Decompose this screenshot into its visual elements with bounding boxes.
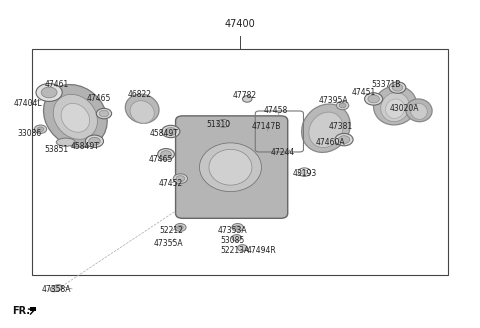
Circle shape [178, 225, 183, 229]
Text: 47147B: 47147B [252, 122, 281, 131]
Text: 47244: 47244 [271, 148, 295, 157]
Ellipse shape [61, 103, 90, 132]
Ellipse shape [301, 104, 350, 153]
Ellipse shape [368, 95, 379, 103]
Ellipse shape [130, 101, 154, 123]
Ellipse shape [85, 135, 104, 147]
Ellipse shape [50, 285, 62, 292]
Ellipse shape [41, 87, 57, 98]
Text: 47452: 47452 [159, 179, 183, 188]
Ellipse shape [338, 136, 350, 144]
Ellipse shape [209, 149, 252, 185]
Ellipse shape [99, 110, 109, 117]
Text: 47353A: 47353A [218, 226, 248, 235]
Text: 47395A: 47395A [318, 96, 348, 105]
Ellipse shape [89, 137, 100, 145]
Circle shape [217, 119, 229, 127]
Text: 47451: 47451 [352, 88, 376, 97]
Text: 46822: 46822 [128, 90, 152, 99]
FancyBboxPatch shape [176, 116, 288, 218]
Ellipse shape [36, 84, 62, 101]
Ellipse shape [373, 86, 417, 125]
Ellipse shape [381, 92, 409, 122]
Bar [30, 307, 36, 311]
Ellipse shape [309, 112, 343, 148]
Text: 47381: 47381 [328, 122, 352, 131]
Text: 47494R: 47494R [247, 246, 276, 255]
Circle shape [301, 170, 308, 174]
Text: 53085: 53085 [221, 236, 245, 245]
Circle shape [242, 96, 252, 102]
Circle shape [232, 223, 243, 231]
Ellipse shape [335, 133, 353, 146]
Text: 47460A: 47460A [316, 138, 346, 147]
Text: 47355A: 47355A [154, 239, 183, 248]
Text: 47465: 47465 [87, 94, 111, 103]
Ellipse shape [176, 176, 185, 182]
Text: 43193: 43193 [292, 169, 316, 178]
Text: 47400: 47400 [225, 19, 255, 29]
Ellipse shape [53, 94, 97, 139]
Text: 47461: 47461 [44, 80, 68, 89]
Text: 47458: 47458 [264, 106, 288, 115]
Bar [33, 49, 447, 275]
Ellipse shape [161, 151, 171, 158]
Text: 45849T: 45849T [149, 129, 178, 138]
Ellipse shape [157, 149, 174, 160]
Circle shape [336, 101, 349, 110]
Circle shape [232, 235, 241, 241]
Ellipse shape [406, 99, 432, 122]
Ellipse shape [385, 99, 405, 118]
Text: 47404L: 47404L [13, 99, 42, 108]
Text: 47358A: 47358A [41, 285, 71, 294]
Text: 52213A: 52213A [221, 246, 250, 255]
Circle shape [235, 225, 240, 229]
Text: 52212: 52212 [159, 226, 183, 235]
Ellipse shape [410, 103, 427, 119]
Text: 53371B: 53371B [371, 80, 400, 89]
Text: 45849T: 45849T [71, 142, 99, 151]
Ellipse shape [162, 125, 180, 138]
Text: 47782: 47782 [233, 91, 257, 100]
Text: 33086: 33086 [18, 129, 42, 138]
Text: 47465: 47465 [149, 154, 173, 164]
Text: 53851: 53851 [44, 145, 68, 154]
Ellipse shape [199, 143, 262, 192]
Ellipse shape [364, 93, 383, 105]
Circle shape [37, 127, 44, 132]
Circle shape [34, 125, 47, 133]
Ellipse shape [125, 94, 159, 123]
Circle shape [220, 121, 226, 125]
Ellipse shape [173, 174, 188, 183]
Ellipse shape [56, 138, 75, 146]
Ellipse shape [96, 108, 112, 119]
Text: FR.: FR. [12, 306, 30, 316]
Circle shape [339, 103, 346, 108]
Ellipse shape [392, 84, 403, 91]
Circle shape [175, 223, 186, 231]
Text: 43020A: 43020A [390, 104, 420, 113]
Ellipse shape [389, 82, 406, 93]
Ellipse shape [44, 85, 107, 147]
Ellipse shape [165, 128, 177, 135]
Circle shape [238, 245, 247, 251]
Text: 51310: 51310 [206, 120, 230, 130]
